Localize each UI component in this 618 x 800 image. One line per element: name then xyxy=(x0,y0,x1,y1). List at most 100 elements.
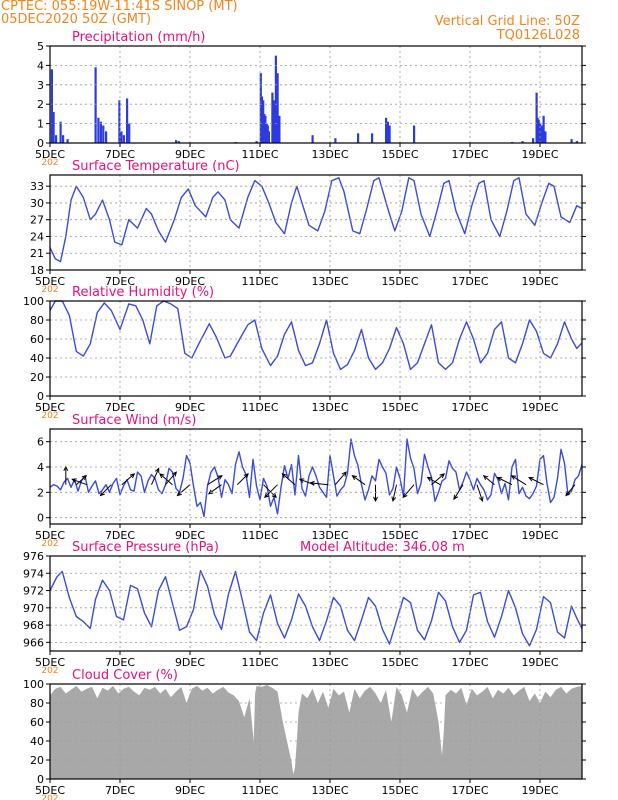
precip-bar xyxy=(59,121,62,143)
x-tick-label: 15DEC xyxy=(381,529,418,542)
x-tick-label: 15DEC xyxy=(381,275,418,288)
precip-bar xyxy=(276,73,279,143)
wind-arrow-head xyxy=(71,478,77,483)
y-tick-label: 20 xyxy=(30,371,44,384)
precip-bar xyxy=(102,125,105,143)
x-tick-label: 19DEC xyxy=(521,401,558,414)
wind-arrow-head xyxy=(309,480,315,486)
wind-arrow-head xyxy=(510,475,517,480)
x-year-fragment: 202 xyxy=(41,666,58,676)
x-tick-label: 19DEC xyxy=(521,275,558,288)
wind-arrow xyxy=(392,484,397,502)
y-tick-label: 33 xyxy=(30,180,44,193)
wind-arrow xyxy=(528,477,544,486)
precip-bar xyxy=(274,55,277,144)
wind-arrow xyxy=(282,473,296,486)
precip-bar xyxy=(260,96,263,143)
wind-title: Surface Wind (m/s) xyxy=(72,413,196,428)
temp-line xyxy=(49,177,583,263)
x-tick-label: 7DEC xyxy=(105,656,135,669)
precip-bar xyxy=(105,131,108,143)
wind-arrow-head xyxy=(402,492,408,499)
precip-bar xyxy=(537,119,540,143)
x-tick-label: 11DEC xyxy=(241,401,278,414)
press-line xyxy=(49,570,583,647)
y-tick-label: 972 xyxy=(23,585,44,598)
precip-bar xyxy=(94,67,97,143)
wind-arrow-head xyxy=(281,473,287,479)
grid-note: Vertical Grid Line: 50Z xyxy=(434,14,580,29)
precip-bar xyxy=(175,140,178,143)
precip-bar xyxy=(278,115,281,143)
y-tick-label: 30 xyxy=(30,197,44,210)
temp-frame xyxy=(49,174,583,271)
wind-arrow-head xyxy=(391,496,397,503)
y-tick-label: 4 xyxy=(37,59,44,72)
x-tick-label: 13DEC xyxy=(311,656,348,669)
wind-arrow-head xyxy=(528,476,534,482)
precip-bar xyxy=(539,123,542,143)
y-tick-label: 60 xyxy=(30,716,44,729)
x-tick-label: 19DEC xyxy=(521,656,558,669)
cloud-frame xyxy=(49,683,583,780)
wind-line xyxy=(49,438,583,518)
x-tick-label: 11DEC xyxy=(241,529,278,542)
precip-frame xyxy=(49,45,583,144)
y-tick-label: 80 xyxy=(30,697,44,710)
wind-arrow xyxy=(177,484,191,496)
press-frame xyxy=(49,555,583,652)
x-tick-label: 11DEC xyxy=(241,148,278,161)
x-tick-label: 5DEC xyxy=(35,148,65,161)
wind-arrow xyxy=(72,478,87,486)
wind-arrow-head xyxy=(154,467,160,474)
precip-bar xyxy=(273,100,276,143)
precip-bar xyxy=(50,69,53,143)
y-tick-label: 974 xyxy=(23,567,44,580)
x-tick-label: 15DEC xyxy=(381,401,418,414)
wind-arrow-head xyxy=(207,489,214,495)
precip-bar xyxy=(99,121,102,143)
x-tick-label: 9DEC xyxy=(175,656,205,669)
precip-bar xyxy=(388,125,391,143)
y-tick-label: 976 xyxy=(23,550,44,563)
x-tick-label: 15DEC xyxy=(381,656,418,669)
wind-arrow xyxy=(151,468,160,485)
wind-arrow-head xyxy=(171,471,178,477)
wind-arrow xyxy=(334,471,347,486)
x-tick-label: 19DEC xyxy=(521,148,558,161)
x-tick-label: 19DEC xyxy=(521,784,558,797)
wind-arrow-head xyxy=(351,475,357,480)
precip-bar xyxy=(264,115,267,143)
wind-arrow xyxy=(565,484,576,496)
wind-arrow xyxy=(121,473,135,486)
y-tick-label: 60 xyxy=(30,333,44,346)
x-tick-label: 9DEC xyxy=(175,529,205,542)
precip-bar xyxy=(570,139,573,143)
y-tick-label: 2 xyxy=(37,98,44,111)
precip-bar xyxy=(55,135,58,143)
wind-arrow xyxy=(75,475,87,486)
wind-arrow xyxy=(263,484,277,498)
precip-panel xyxy=(46,45,586,147)
wind-arrow-head xyxy=(426,476,433,482)
x-tick-label: 11DEC xyxy=(241,784,278,797)
wind-arrow-head xyxy=(176,491,182,497)
precip-bar xyxy=(532,138,535,143)
precip-bar xyxy=(52,112,55,143)
y-tick-label: 100 xyxy=(23,678,44,691)
cloud-panel xyxy=(46,683,586,783)
precip-bar xyxy=(357,133,360,143)
press-note: Model Altitude: 346.08 m xyxy=(300,540,465,555)
y-tick-label: 2 xyxy=(37,486,44,499)
x-tick-label: 9DEC xyxy=(175,784,205,797)
wind-arrow-head xyxy=(243,473,249,479)
x-tick-label: 19DEC xyxy=(521,529,558,542)
y-tick-label: 0 xyxy=(37,137,44,150)
rh-line xyxy=(49,300,583,371)
wind-arrow-head xyxy=(264,492,270,499)
x-tick-label: 5DEC xyxy=(35,401,65,414)
wind-arrow-head xyxy=(81,474,88,481)
x-tick-label: 9DEC xyxy=(175,401,205,414)
precip-bar xyxy=(542,115,545,143)
